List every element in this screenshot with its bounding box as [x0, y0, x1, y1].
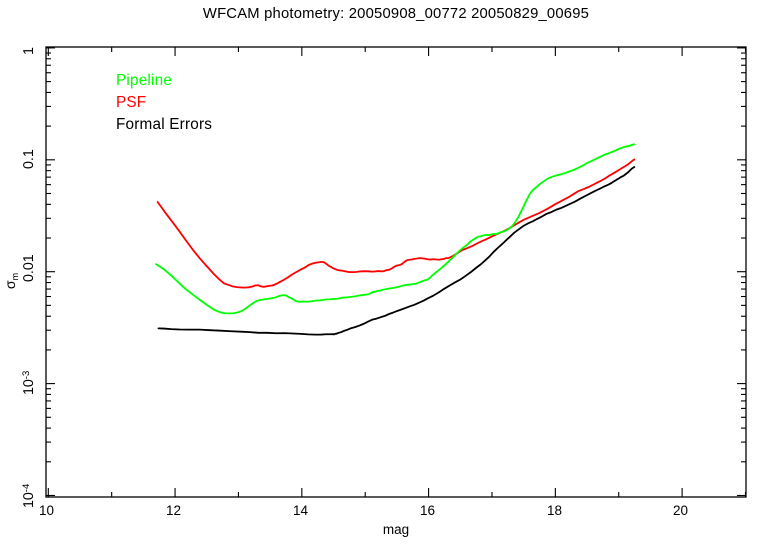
- svg-text:10-3: 10-3: [21, 371, 37, 395]
- svg-text:σm: σm: [3, 273, 20, 289]
- svg-text:10-4: 10-4: [21, 484, 37, 508]
- svg-text:1: 1: [21, 47, 37, 55]
- svg-text:0.1: 0.1: [21, 149, 37, 169]
- svg-text:0.01: 0.01: [21, 254, 37, 282]
